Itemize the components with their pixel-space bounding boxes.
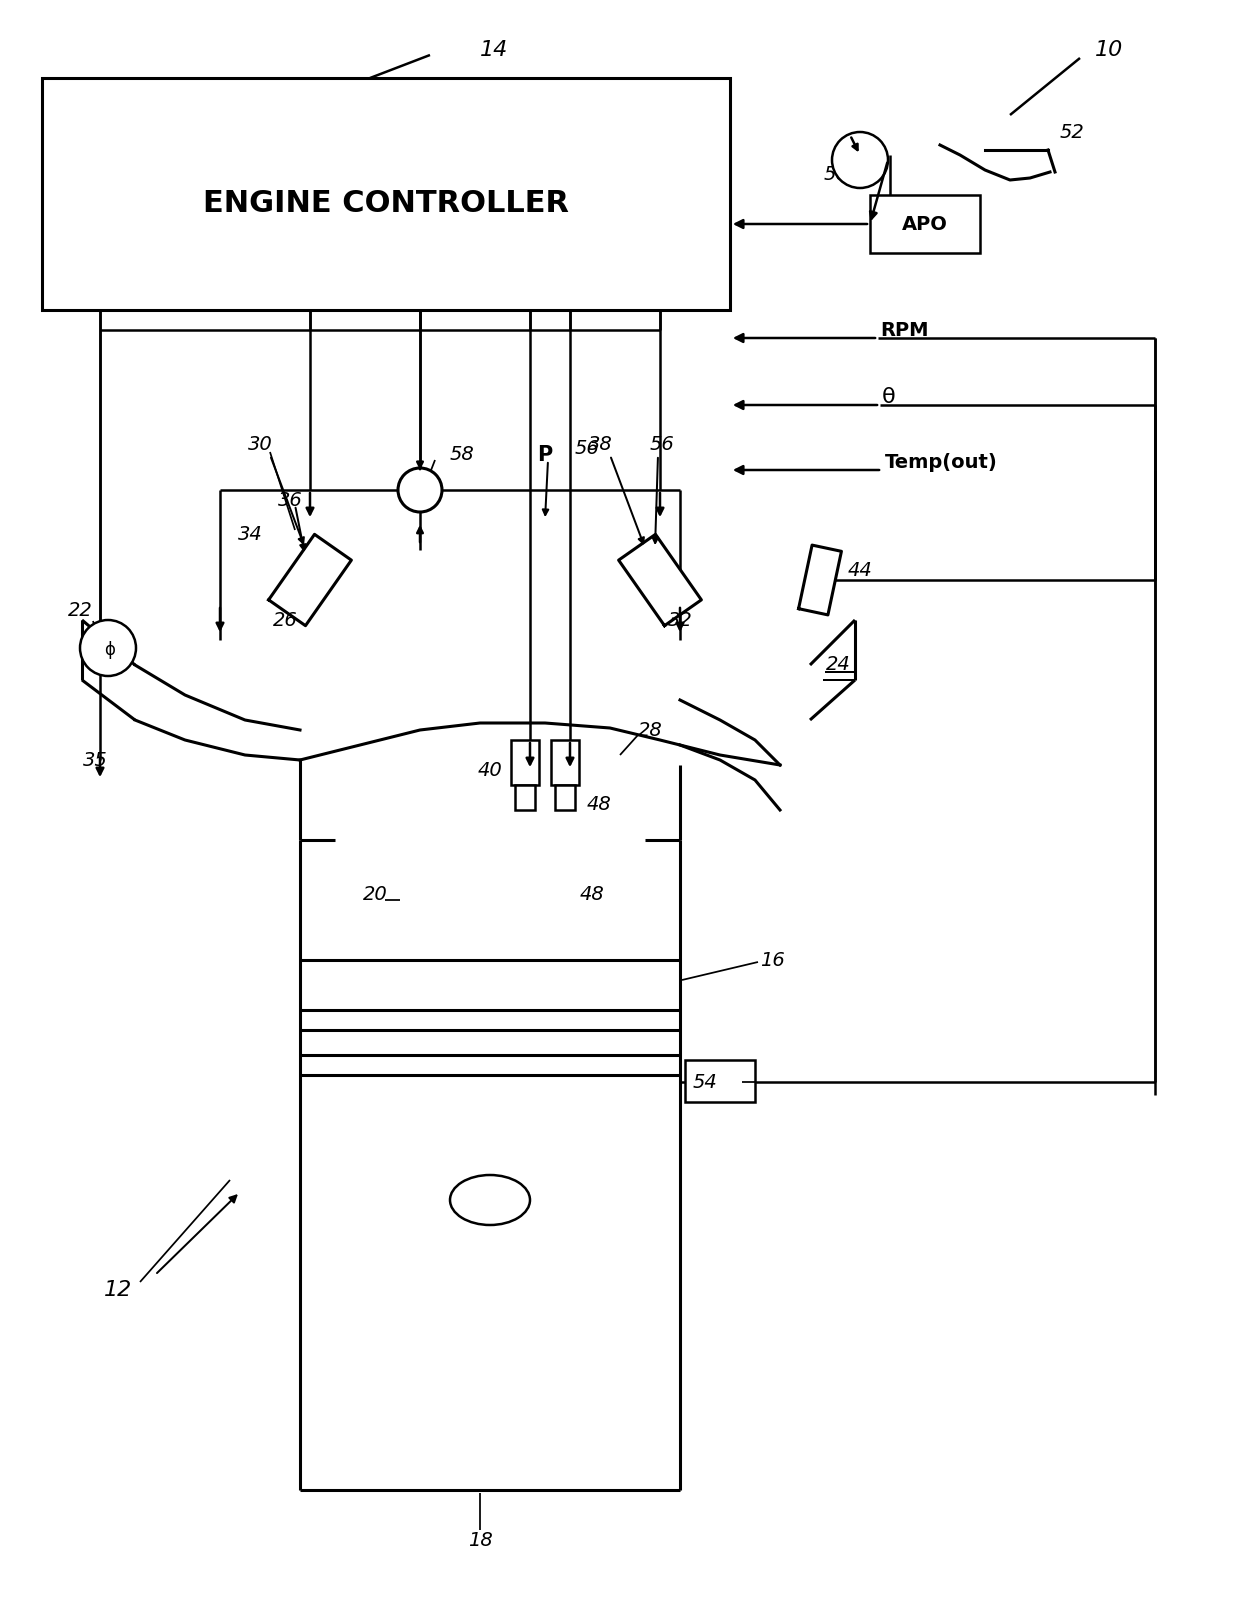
Text: 28: 28	[637, 720, 662, 739]
Text: 18: 18	[467, 1530, 492, 1549]
Polygon shape	[269, 535, 351, 626]
Text: 30: 30	[248, 436, 273, 455]
Text: 52: 52	[1060, 123, 1085, 142]
Bar	[556, 786, 575, 810]
Text: ENGINE CONTROLLER: ENGINE CONTROLLER	[203, 190, 569, 219]
Circle shape	[398, 468, 441, 513]
Text: 16: 16	[760, 950, 785, 969]
Text: 12: 12	[104, 1281, 133, 1300]
Text: 56: 56	[575, 439, 600, 457]
Text: 22: 22	[68, 600, 92, 620]
Bar	[551, 739, 579, 786]
Circle shape	[81, 620, 136, 676]
Bar	[42, 78, 730, 310]
Text: 44: 44	[848, 561, 873, 580]
Text: θ: θ	[882, 386, 895, 407]
Text: 32: 32	[667, 610, 692, 629]
Bar	[870, 195, 980, 252]
Text: Temp(out): Temp(out)	[885, 452, 998, 471]
Text: 38: 38	[588, 436, 613, 455]
Text: ϕ: ϕ	[104, 640, 115, 660]
Text: 14: 14	[480, 40, 508, 61]
Bar	[684, 1060, 755, 1102]
Text: 20: 20	[362, 885, 387, 904]
Text: 36: 36	[278, 490, 303, 509]
Text: 35: 35	[83, 751, 108, 770]
Text: 24: 24	[826, 655, 851, 674]
Text: APO: APO	[901, 214, 947, 233]
Text: 34: 34	[238, 525, 263, 545]
Text: 10: 10	[1095, 40, 1123, 61]
Text: 50: 50	[823, 166, 848, 185]
Bar	[511, 739, 539, 786]
Circle shape	[832, 133, 888, 188]
Text: 26: 26	[273, 610, 298, 629]
Bar	[515, 786, 534, 810]
Text: 54: 54	[692, 1073, 717, 1091]
Text: 56: 56	[650, 436, 675, 455]
Text: 58: 58	[450, 446, 475, 465]
Text: 48: 48	[587, 795, 611, 814]
Polygon shape	[619, 535, 702, 626]
Text: P: P	[537, 446, 553, 465]
Text: RPM: RPM	[880, 321, 929, 340]
Text: 48: 48	[580, 885, 605, 904]
Polygon shape	[799, 545, 842, 615]
Text: 40: 40	[477, 760, 502, 779]
